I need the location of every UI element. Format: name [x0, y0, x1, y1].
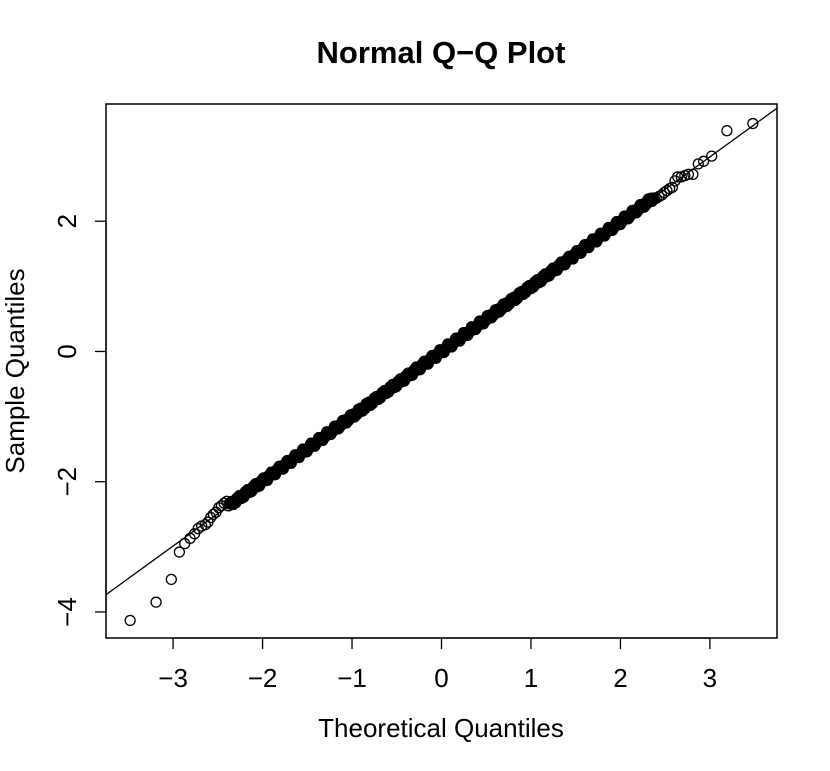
y-tick-label: −2	[52, 467, 82, 497]
tail-data-point	[124, 614, 136, 627]
tail-data-point	[697, 155, 710, 167]
tail-data-point	[173, 546, 186, 558]
y-axis-title: Sample Quantiles	[0, 268, 30, 473]
x-tick-label: 1	[524, 663, 538, 693]
chart-title: Normal Q−Q Plot	[317, 35, 566, 70]
y-axis: −4 −2 0 2	[52, 214, 107, 627]
y-tick-label: 2	[52, 214, 82, 228]
tail-data-point	[706, 150, 718, 162]
tail-data-point	[218, 497, 230, 509]
tail-data-point	[165, 573, 177, 586]
tail-data-point	[150, 596, 162, 608]
x-axis-title: Theoretical Quantiles	[318, 713, 564, 743]
y-tick-label: 0	[52, 344, 82, 358]
tail-data-point	[682, 168, 695, 180]
x-tick-label: −1	[337, 663, 367, 693]
x-tick-label: −3	[158, 663, 188, 693]
y-tick-label: −4	[52, 597, 82, 627]
tail-data-point	[221, 495, 233, 507]
x-tick-label: 0	[434, 663, 448, 693]
tail-data-point	[721, 125, 733, 137]
x-tick-label: −2	[248, 663, 278, 693]
tail-data-point	[199, 519, 211, 531]
x-tick-label: 2	[613, 663, 627, 693]
tail-data-point	[692, 158, 704, 170]
x-axis: −3 −2 −1 0 1 2 3	[158, 637, 717, 693]
points-layer	[124, 117, 759, 627]
reference-line-layer	[106, 107, 777, 596]
x-tick-label: 3	[703, 663, 717, 693]
qq-reference-line	[106, 107, 777, 596]
tail-data-point	[747, 117, 759, 130]
